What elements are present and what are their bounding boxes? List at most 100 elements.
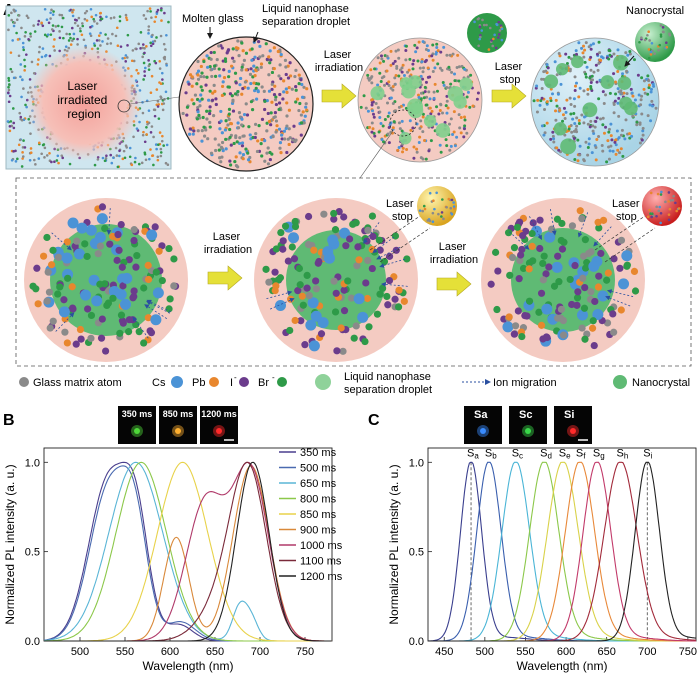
- atom: [607, 127, 611, 131]
- atom: [240, 68, 244, 72]
- droplet-arrow: [253, 31, 259, 43]
- atom: [449, 82, 453, 86]
- atom: [76, 24, 80, 28]
- atom: [582, 44, 586, 48]
- atom: [281, 97, 285, 101]
- atom: [452, 201, 455, 204]
- ion: [299, 301, 307, 309]
- legend-br-charge: -: [272, 373, 275, 382]
- atom: [586, 92, 590, 96]
- ball-atoms-2: [638, 24, 672, 60]
- atom: [491, 44, 495, 48]
- atom: [263, 107, 267, 112]
- atom: [394, 49, 398, 53]
- atom: [646, 33, 649, 37]
- atom: [275, 124, 279, 128]
- atom: [160, 139, 164, 143]
- atom: [12, 76, 16, 80]
- atom: [370, 130, 374, 134]
- panel-c-label: C: [368, 412, 380, 429]
- atom: [154, 15, 158, 19]
- atom: [500, 38, 504, 42]
- ion: [544, 231, 556, 243]
- ion-migration-arrow: [381, 282, 408, 287]
- atom: [647, 56, 651, 60]
- ion: [493, 305, 501, 314]
- atom: [217, 148, 221, 152]
- atom: [199, 64, 203, 69]
- atom: [215, 58, 219, 62]
- atom: [157, 103, 161, 106]
- atom: [167, 20, 170, 24]
- atom: [244, 68, 248, 72]
- ion: [295, 264, 304, 273]
- atom: [378, 71, 382, 75]
- atom: [188, 73, 193, 77]
- droplet-zoom-circle: [389, 109, 417, 137]
- atom: [156, 8, 160, 12]
- atom: [448, 148, 452, 152]
- atom: [397, 105, 401, 109]
- atom: [421, 157, 425, 161]
- atom: [133, 160, 137, 164]
- ion: [518, 332, 526, 341]
- atom: [159, 147, 163, 151]
- ion: [535, 308, 543, 316]
- atom: [242, 58, 247, 62]
- atom: [162, 144, 165, 147]
- ion: [581, 236, 589, 244]
- atom: [492, 37, 495, 41]
- ion: [340, 213, 348, 221]
- atom: [146, 122, 149, 126]
- ion: [288, 243, 296, 251]
- atom: [370, 100, 374, 104]
- atom: [253, 55, 257, 59]
- atom: [200, 128, 204, 133]
- legend-cs-icon: [171, 376, 183, 388]
- ion: [279, 245, 287, 253]
- atom: [242, 112, 247, 117]
- atom: [128, 155, 132, 159]
- atom: [391, 101, 395, 105]
- atom: [535, 110, 539, 114]
- atom: [105, 15, 108, 19]
- atom: [236, 165, 240, 169]
- atom: [282, 79, 286, 83]
- atom: [424, 157, 428, 161]
- atom: [455, 66, 459, 70]
- atom: [471, 38, 475, 42]
- inset-label: Si: [564, 409, 574, 421]
- atom: [58, 13, 62, 17]
- droplets-circle-2: [370, 75, 473, 145]
- atom: [300, 82, 304, 87]
- atom: [253, 122, 258, 126]
- atom: [630, 91, 634, 95]
- ion: [539, 276, 547, 284]
- ion: [394, 303, 403, 311]
- legend-i-charge: -: [234, 373, 237, 382]
- ion-migration-arrow: [593, 226, 612, 247]
- ion: [113, 256, 121, 264]
- atom: [402, 73, 406, 77]
- atom: [647, 48, 651, 51]
- atom: [202, 134, 207, 138]
- atom: [587, 142, 591, 146]
- atom: [293, 139, 297, 144]
- ion: [505, 313, 513, 321]
- atom: [62, 36, 65, 40]
- atom: [165, 143, 169, 147]
- atom: [219, 119, 223, 123]
- legend-nano-icon: [613, 375, 627, 389]
- atom: [274, 102, 279, 107]
- atom: [447, 197, 451, 201]
- atom: [485, 23, 488, 27]
- ion: [298, 292, 306, 300]
- atom: [61, 16, 65, 20]
- atom: [191, 126, 195, 130]
- atom: [619, 89, 623, 93]
- atom: [208, 89, 212, 93]
- atom: [208, 105, 212, 109]
- ion: [616, 264, 624, 272]
- ion: [543, 333, 551, 342]
- atom: [245, 113, 250, 117]
